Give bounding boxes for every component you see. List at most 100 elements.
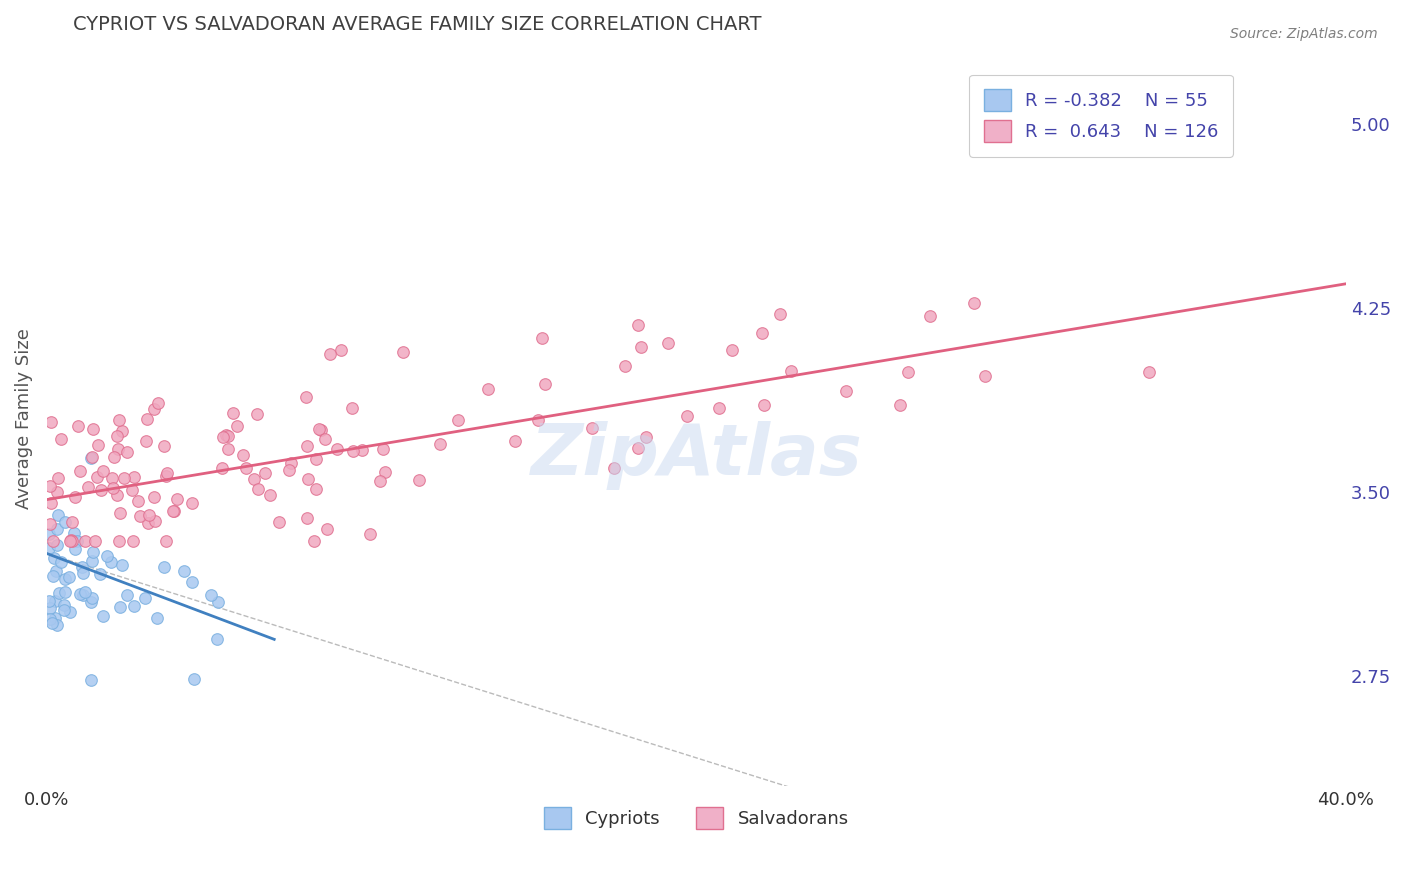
Point — [200, 588, 222, 602]
Point — [329, 343, 352, 358]
Point — [105, 487, 128, 501]
Point — [101, 481, 124, 495]
Point — [58, 570, 80, 584]
Point — [122, 599, 145, 614]
Point — [138, 508, 160, 522]
Point — [39, 517, 62, 532]
Point — [163, 504, 186, 518]
Point — [44, 611, 66, 625]
Point — [180, 575, 202, 590]
Point — [48, 586, 70, 600]
Point — [408, 474, 430, 488]
Point — [205, 632, 228, 647]
Point — [121, 534, 143, 549]
Point — [62, 515, 84, 529]
Point — [135, 434, 157, 448]
Point — [207, 595, 229, 609]
Point — [44, 594, 66, 608]
Point — [91, 464, 114, 478]
Point — [80, 554, 103, 568]
Point — [769, 307, 792, 321]
Point — [779, 364, 801, 378]
Point — [707, 401, 730, 415]
Point — [103, 450, 125, 464]
Point — [76, 480, 98, 494]
Point — [530, 331, 553, 345]
Point — [581, 421, 603, 435]
Point — [676, 409, 699, 424]
Point — [309, 423, 332, 437]
Point — [45, 484, 67, 499]
Point — [69, 464, 91, 478]
Point — [368, 474, 391, 488]
Point — [897, 365, 920, 379]
Point — [142, 401, 165, 416]
Point — [91, 609, 114, 624]
Point — [235, 460, 257, 475]
Point — [162, 503, 184, 517]
Point — [340, 401, 363, 415]
Point — [101, 471, 124, 485]
Point — [889, 398, 911, 412]
Point — [38, 601, 60, 615]
Point — [136, 516, 159, 531]
Point — [82, 591, 104, 605]
Point — [53, 585, 76, 599]
Point — [305, 452, 328, 467]
Point — [60, 533, 83, 547]
Point — [1139, 365, 1161, 379]
Point — [52, 603, 75, 617]
Point — [69, 587, 91, 601]
Point — [153, 560, 176, 574]
Point — [75, 534, 97, 549]
Point — [108, 599, 131, 614]
Point — [627, 318, 650, 332]
Point — [155, 534, 177, 549]
Point — [45, 538, 67, 552]
Point — [720, 343, 742, 357]
Point — [222, 406, 245, 420]
Point — [134, 591, 156, 605]
Point — [214, 428, 236, 442]
Point — [42, 534, 65, 549]
Point — [41, 615, 63, 630]
Point — [751, 326, 773, 340]
Point — [53, 572, 76, 586]
Point — [52, 598, 75, 612]
Point — [117, 589, 139, 603]
Point — [280, 456, 302, 470]
Point — [305, 483, 328, 497]
Point — [86, 469, 108, 483]
Point — [105, 429, 128, 443]
Point — [38, 526, 60, 541]
Point — [86, 438, 108, 452]
Point — [211, 460, 233, 475]
Point — [226, 419, 249, 434]
Point — [835, 384, 858, 398]
Point — [297, 510, 319, 524]
Legend: Cypriots, Salvadorans: Cypriots, Salvadorans — [537, 800, 856, 837]
Point — [75, 584, 97, 599]
Point — [325, 442, 347, 456]
Point — [295, 390, 318, 404]
Point — [246, 407, 269, 421]
Point — [297, 473, 319, 487]
Point — [107, 442, 129, 456]
Point — [39, 479, 62, 493]
Point — [247, 482, 270, 496]
Point — [342, 444, 364, 458]
Point — [359, 527, 381, 541]
Point — [636, 430, 658, 444]
Point — [108, 534, 131, 549]
Point — [38, 593, 60, 607]
Point — [63, 525, 86, 540]
Point — [373, 442, 395, 457]
Point — [44, 550, 66, 565]
Point — [39, 496, 62, 510]
Point — [46, 471, 69, 485]
Point — [232, 448, 254, 462]
Point — [82, 545, 104, 559]
Point — [122, 469, 145, 483]
Point — [65, 534, 87, 549]
Point — [121, 483, 143, 497]
